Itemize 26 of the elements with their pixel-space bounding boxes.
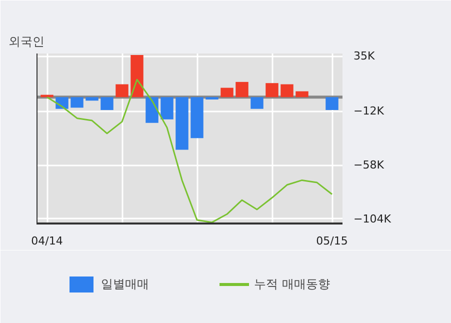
bar (266, 83, 278, 98)
y-tick-label: −58K (354, 158, 385, 172)
chart-title: 외국인 (8, 34, 44, 48)
x-tick-label: 04/14 (31, 234, 63, 248)
bar (190, 97, 204, 138)
bar (86, 97, 98, 101)
bar (70, 97, 84, 108)
bar (236, 82, 248, 98)
legend-label: 누적 매매동향 (254, 276, 330, 292)
bar (130, 55, 144, 98)
bar (176, 97, 188, 150)
y-tick-label: 35K (354, 50, 376, 63)
bar (220, 88, 234, 98)
x-tick-label: 05/15 (316, 234, 348, 248)
legend-label: 일별매매 (101, 276, 149, 292)
bar (160, 97, 174, 120)
line-series (46, 78, 333, 224)
y-tick-label: −12K (354, 104, 385, 118)
bar (326, 97, 338, 110)
bar (280, 84, 294, 98)
bar (116, 84, 128, 98)
bar (250, 97, 264, 109)
bar (100, 97, 114, 110)
bar (296, 91, 308, 98)
y-tick-label: −104K (354, 212, 392, 226)
bar (146, 97, 158, 123)
